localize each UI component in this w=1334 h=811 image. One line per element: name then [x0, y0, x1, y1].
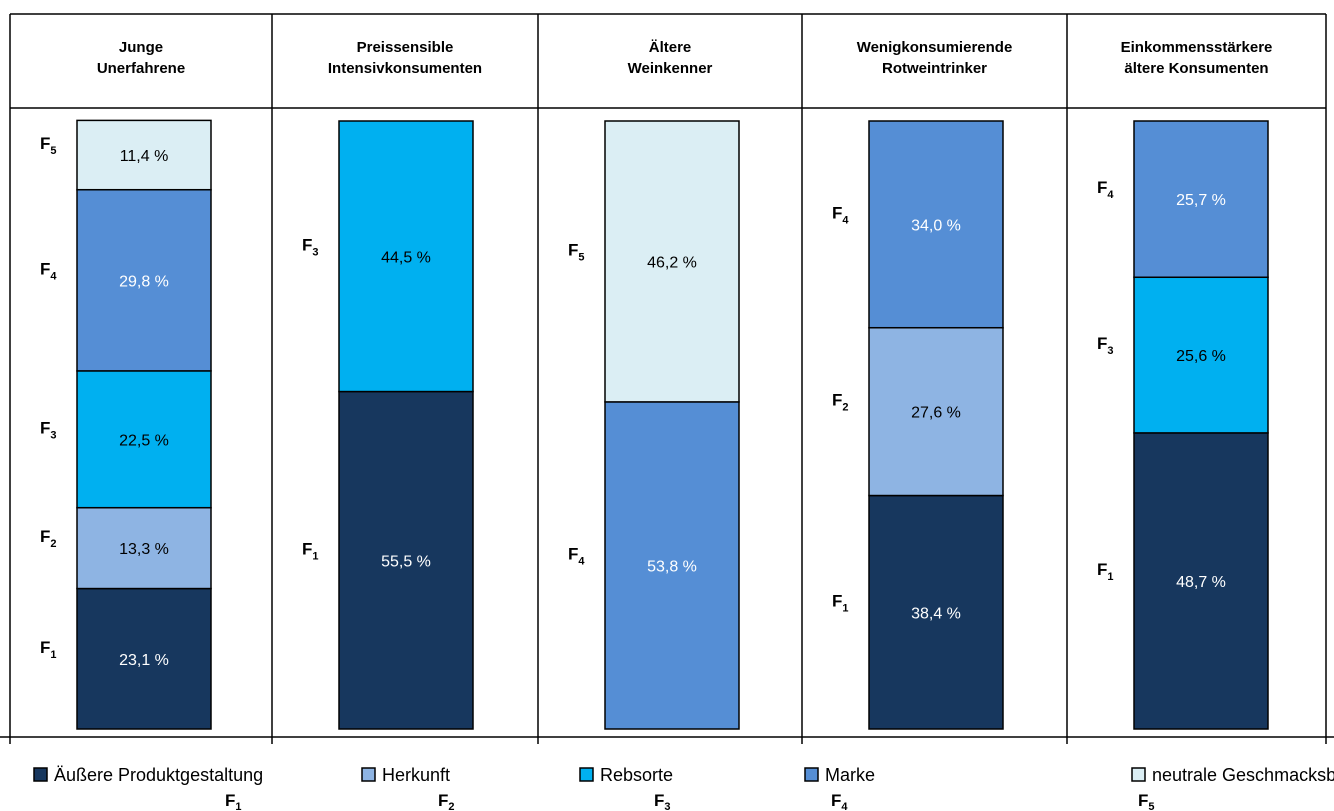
segment-code-label: F4 [568, 544, 585, 567]
legend-label: Marke [825, 765, 875, 785]
legend-code: F2 [438, 791, 455, 811]
legend-swatch [804, 767, 819, 782]
group-title: Rotweintrinker [882, 60, 987, 77]
legend-item-f1: Äußere Produktgestaltung F1 [33, 765, 263, 811]
bar-segment-f1 [338, 390, 474, 730]
data-label: 22,5 % [119, 432, 169, 449]
legend-item-f4: Marke F4 [804, 765, 875, 811]
group-title: Wenigkonsumierende [857, 39, 1013, 56]
legend-swatch [33, 767, 48, 782]
bar-segment-f1 [1133, 432, 1269, 730]
legend-item-f2: Herkunft F2 [361, 765, 455, 811]
data-label: 13,3 % [119, 541, 169, 558]
bar-segment-f5 [76, 119, 212, 191]
bar-segment-f1 [868, 494, 1004, 730]
segment-code-label: F4 [1097, 178, 1114, 201]
bar-segment-f3 [76, 370, 212, 509]
segment-code-label: F3 [302, 235, 319, 258]
segment-code-label: F4 [40, 259, 57, 282]
legend-label: Rebsorte [600, 765, 673, 785]
group-title: Einkommensstärkere [1121, 39, 1273, 56]
group-2: Preissensible Intensivkonsumenten 55,5 % F1… [302, 39, 482, 730]
data-label: 46,2 % [647, 254, 697, 271]
legend-label: Äußere Produktgestaltung [54, 765, 263, 785]
data-label: 48,7 % [1176, 574, 1226, 591]
data-label: 11,4 % [120, 148, 169, 165]
segment-code-label: F1 [832, 591, 849, 614]
legend-item-f5: neutrale Geschmacksbewertung F5 [1131, 765, 1334, 811]
legend: Äußere Produktgestaltung F1 Herkunft F2 Rebs… [33, 765, 1334, 811]
segment-code-label: F1 [1097, 560, 1114, 583]
segment-code-label: F2 [40, 527, 57, 550]
legend-swatch [579, 767, 594, 782]
data-label: 29,8 % [119, 273, 169, 290]
bar-segment-f5 [604, 120, 740, 403]
legend-code: F5 [1138, 791, 1155, 811]
data-label: 27,6 % [911, 405, 961, 422]
group-title: Weinkenner [628, 60, 713, 77]
data-label: 55,5 % [381, 553, 431, 570]
legend-swatch [361, 767, 376, 782]
segment-code-label: F4 [832, 203, 849, 226]
legend-label: neutrale Geschmacksbewertung [1152, 765, 1334, 785]
group-title: ältere Konsumenten [1124, 60, 1268, 77]
segment-code-label: F1 [302, 539, 319, 562]
segment-code-label: F3 [1097, 334, 1114, 357]
bar-segment-f4 [76, 188, 212, 372]
data-label: 38,4 % [911, 605, 961, 622]
group-4: Wenigkonsumierende Rotweintrinker 38,4 % F1… [832, 39, 1013, 730]
bar-segment-f2 [76, 506, 212, 590]
bars-layer: Junge Unerfahrene 23,1 % F1 13,3 % F2 22,5 % F3… [40, 39, 1273, 730]
legend-label: Herkunft [382, 765, 450, 785]
group-1: Junge Unerfahrene 23,1 % F1 13,3 % F2 22,5 % F3… [40, 39, 212, 730]
data-label: 25,7 % [1176, 192, 1226, 209]
chart-frame [0, 13, 1334, 744]
segment-code-label: F3 [40, 418, 57, 441]
legend-code: F3 [654, 791, 671, 811]
data-label: 34,0 % [911, 217, 961, 234]
bar-segment-f4 [868, 120, 1004, 329]
legend-code: F4 [831, 791, 848, 811]
segment-code-label: F5 [568, 240, 585, 263]
group-title: Unerfahrene [97, 60, 185, 77]
group-title: Intensivkonsumenten [328, 60, 482, 77]
data-label: 23,1 % [119, 652, 169, 669]
legend-swatch [1131, 767, 1146, 782]
data-label: 25,6 % [1176, 348, 1226, 365]
bar-segment-f4 [604, 401, 740, 730]
bar-segment-f3 [1133, 276, 1269, 434]
bar-segment-f4 [1133, 120, 1269, 279]
group-title: Ältere [649, 39, 692, 56]
segment-code-label: F2 [832, 391, 849, 414]
group-3: Ältere Weinkenner 53,8 % F4 46,2 % F5 [568, 39, 740, 730]
segment-code-label: F1 [40, 638, 57, 661]
data-label: 53,8 % [647, 558, 697, 575]
bar-segment-f1 [76, 587, 212, 730]
group-title: Junge [119, 39, 163, 56]
bar-segment-f3 [338, 120, 474, 393]
data-label: 44,5 % [381, 249, 431, 266]
group-5: Einkommensstärkere ältere Konsumenten 48,7… [1097, 39, 1273, 730]
legend-item-f3: Rebsorte F3 [579, 765, 673, 811]
legend-code: F1 [225, 791, 242, 811]
segment-code-label: F5 [40, 134, 57, 157]
group-title: Preissensible [357, 39, 454, 56]
